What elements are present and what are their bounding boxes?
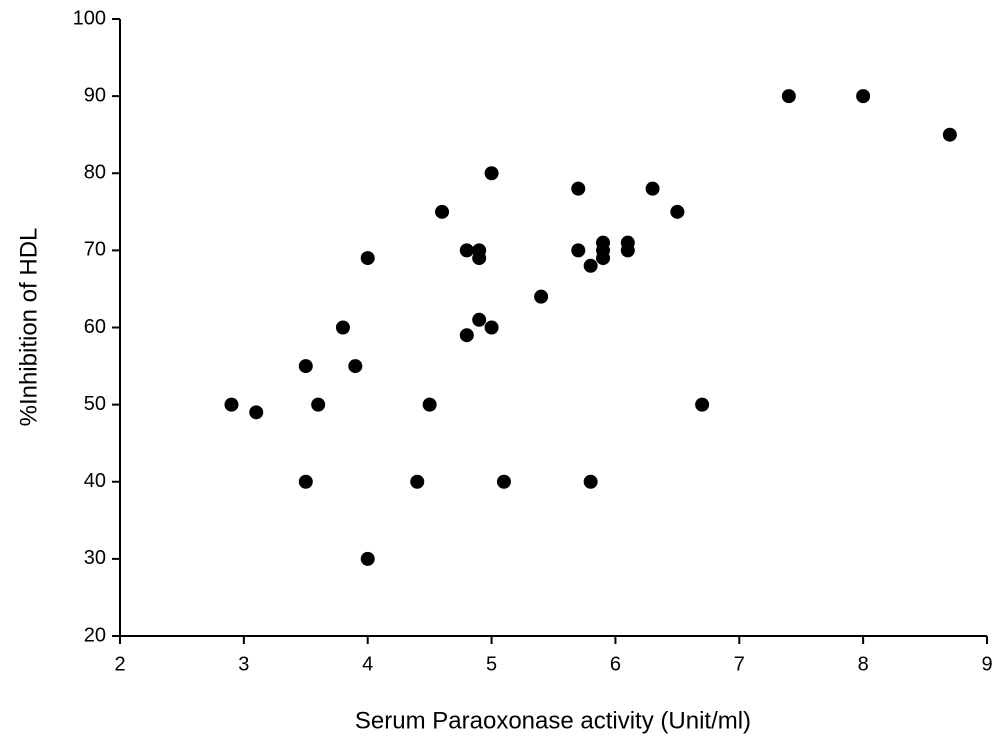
y-tick-label: 70 xyxy=(84,239,106,261)
y-tick-label: 90 xyxy=(84,84,106,106)
x-tick-label: 8 xyxy=(858,653,869,675)
point xyxy=(472,251,487,266)
point xyxy=(298,474,313,489)
y-axis-title: %Inhibition of HDL xyxy=(15,228,42,427)
point xyxy=(459,328,474,343)
x-tick-label: 2 xyxy=(114,653,125,675)
point xyxy=(942,127,957,142)
point xyxy=(583,474,598,489)
point xyxy=(583,258,598,273)
x-tick-label: 4 xyxy=(362,653,373,675)
point xyxy=(410,474,425,489)
x-tick-label: 9 xyxy=(981,653,992,675)
point xyxy=(422,397,437,412)
point xyxy=(645,181,660,196)
point xyxy=(472,312,487,327)
point xyxy=(571,181,586,196)
point xyxy=(224,397,239,412)
y-tick-label: 60 xyxy=(84,316,106,338)
x-tick-label: 7 xyxy=(734,653,745,675)
point xyxy=(360,251,375,266)
point xyxy=(484,166,499,181)
point xyxy=(534,289,549,304)
point xyxy=(571,243,586,258)
point xyxy=(695,397,710,412)
point xyxy=(596,251,611,266)
point xyxy=(620,243,635,258)
y-tick-label: 40 xyxy=(84,470,106,492)
point xyxy=(856,89,871,104)
point xyxy=(670,204,685,219)
point xyxy=(459,243,474,258)
point xyxy=(496,474,511,489)
point xyxy=(484,320,499,335)
x-tick-label: 3 xyxy=(238,653,249,675)
y-tick-label: 50 xyxy=(84,393,106,415)
x-tick-label: 5 xyxy=(486,653,497,675)
y-tick-label: 30 xyxy=(84,547,106,569)
y-tick-label: 80 xyxy=(84,162,106,184)
point xyxy=(360,551,375,566)
point xyxy=(311,397,326,412)
x-tick-label: 6 xyxy=(610,653,621,675)
y-tick-label: 20 xyxy=(84,624,106,646)
point xyxy=(298,359,313,374)
point xyxy=(249,405,264,420)
point xyxy=(781,89,796,104)
point xyxy=(435,204,450,219)
y-tick-label: 100 xyxy=(73,7,106,29)
point xyxy=(335,320,350,335)
x-axis-title: Serum Paraoxonase activity (Unit/ml) xyxy=(355,707,751,734)
point xyxy=(348,359,363,374)
